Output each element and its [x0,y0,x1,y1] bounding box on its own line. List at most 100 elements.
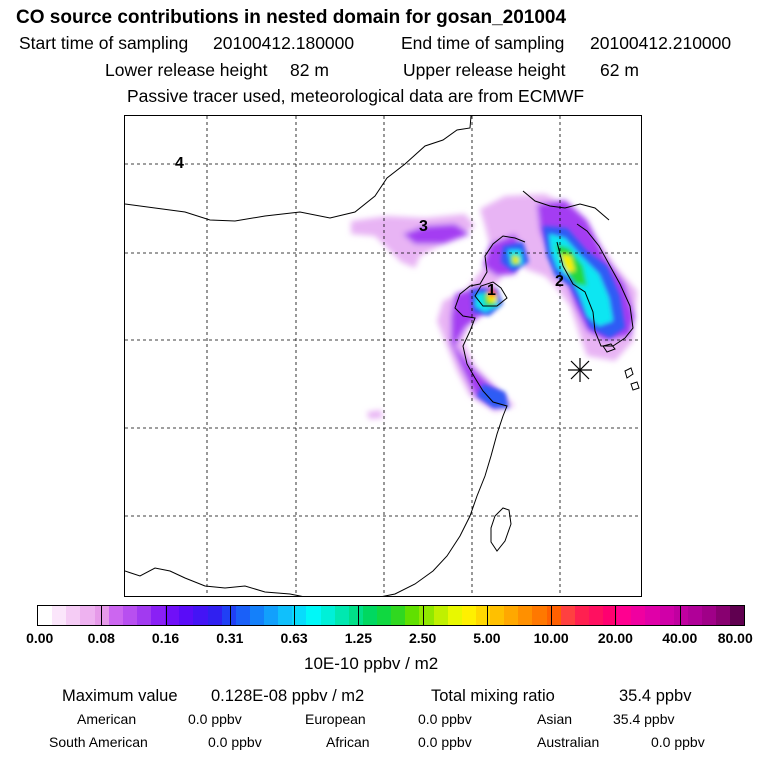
border-southwest [125,567,303,596]
coast-bohai [474,281,508,307]
colorbar-tick-label: 20.00 [597,630,633,646]
african-label: African [326,734,370,750]
tracer-note: Passive tracer used, meteorological data… [127,86,585,106]
upper-release-label: Upper release height [403,60,566,80]
colorbar-cell [419,606,434,625]
colorbar-cell [475,606,490,625]
island-jeju [602,343,616,353]
end-time-label: End time of sampling [401,33,565,53]
plume-peak [488,289,496,297]
colorbar-cell [165,606,180,625]
map-canvas: 1 2 3 4 [125,116,641,596]
lower-release-value: 82 m [290,60,329,80]
island-japan [624,367,640,391]
max-value: 0.128E-08 ppbv / m2 [211,687,365,705]
australian-label: Australian [537,734,600,750]
grid-lines [125,116,641,596]
colorbar-cell [278,606,293,625]
page-title: CO source contributions in nested domain… [16,7,567,28]
colorbar-cell [546,606,561,625]
south-american-value: 0.0 ppbv [208,734,262,750]
colorbar-cell [504,606,519,625]
colorbar-cell [122,606,137,625]
colorbar-cell [334,606,349,625]
colorbar-cell [560,606,575,625]
colorbar-cell [588,606,603,625]
coastlines [125,116,640,596]
colorbar-cell [730,606,745,625]
colorbar-tick-label: 80.00 [717,630,753,646]
colorbar-cell [221,606,236,625]
plume-cyan [475,234,613,326]
colorbar-cell [136,606,151,625]
colorbar-cell [264,606,279,625]
border-mongolia [125,116,472,222]
total-mixing-value: 35.4 ppbv [619,687,692,705]
colorbar-cell [66,606,81,625]
colorbar-cell [659,606,674,625]
coast-korea [556,223,634,347]
asian-label: Asian [537,711,573,727]
colorbar-cell [405,606,420,625]
american-value: 0.0 ppbv [188,711,242,727]
american-label: American [77,711,137,727]
colorbar-ticks [37,605,745,626]
total-mixing-label: Total mixing ratio [431,687,555,705]
colorbar-cell [151,606,166,625]
colorbar-tick-label: 0.00 [26,630,54,646]
colorbar-cell [716,606,731,625]
colorbar-cell [108,606,123,625]
colorbar-cell [52,606,67,625]
upper-release-value: 62 m [600,60,639,80]
colorbar-cell [701,606,716,625]
max-value-label: Maximum value [62,687,178,705]
receptor-marker-icon [568,358,592,382]
colorbar-cell [490,606,505,625]
colorbar-cell [207,606,222,625]
colorbar-cell [447,606,462,625]
colorbar-cell [306,606,321,625]
colorbar-cell [38,606,53,625]
colorbar-cell [617,606,632,625]
colorbar-cell [461,606,476,625]
plume-yellow [487,254,575,302]
colorbar-cell [235,606,250,625]
start-time-label: Start time of sampling [19,33,189,53]
region-label-4: 4 [175,155,184,172]
colorbar-cell [292,606,307,625]
colorbar-tick-label: 1.25 [344,630,372,646]
border-korea [522,190,610,221]
colorbar-tick-label: 0.63 [280,630,308,646]
colorbar-cell [179,606,194,625]
colorbar-cell [249,606,264,625]
lower-release-label: Lower release height [105,60,268,80]
colorbar-cell [80,606,95,625]
region-label-1: 1 [487,282,496,299]
colorbar-tick-label: 0.08 [87,630,115,646]
colorbar-cell [348,606,363,625]
island-taiwan [490,507,512,552]
colorbar-cell [574,606,589,625]
start-time-value: 20100412.180000 [213,33,355,53]
colorbar-tick-label: 2.50 [409,630,437,646]
coast-china [382,235,526,596]
colorbar-cell [391,606,406,625]
colorbar-cell [320,606,335,625]
colorbar-tick-label: 5.00 [473,630,501,646]
colorbar-cell [362,606,377,625]
european-label: European [305,711,366,727]
colorbar-unit: 10E-10 ppbv / m2 [304,654,439,673]
european-value: 0.0 ppbv [418,711,472,727]
colorbar-cell [631,606,646,625]
colorbar-cell [687,606,702,625]
end-time-value: 20100412.210000 [590,33,732,53]
colorbar-tick-label: 0.16 [151,630,180,646]
map-panel: 1 2 3 4 [124,115,642,597]
colorbar-cell [518,606,533,625]
colorbar-tick-label: 0.31 [216,630,244,646]
colorbar-cell [377,606,392,625]
colorbar-cell [433,606,448,625]
colorbar-cell [645,606,660,625]
south-american-label: South American [49,734,148,750]
colorbar-tick-label: 10.00 [533,630,569,646]
